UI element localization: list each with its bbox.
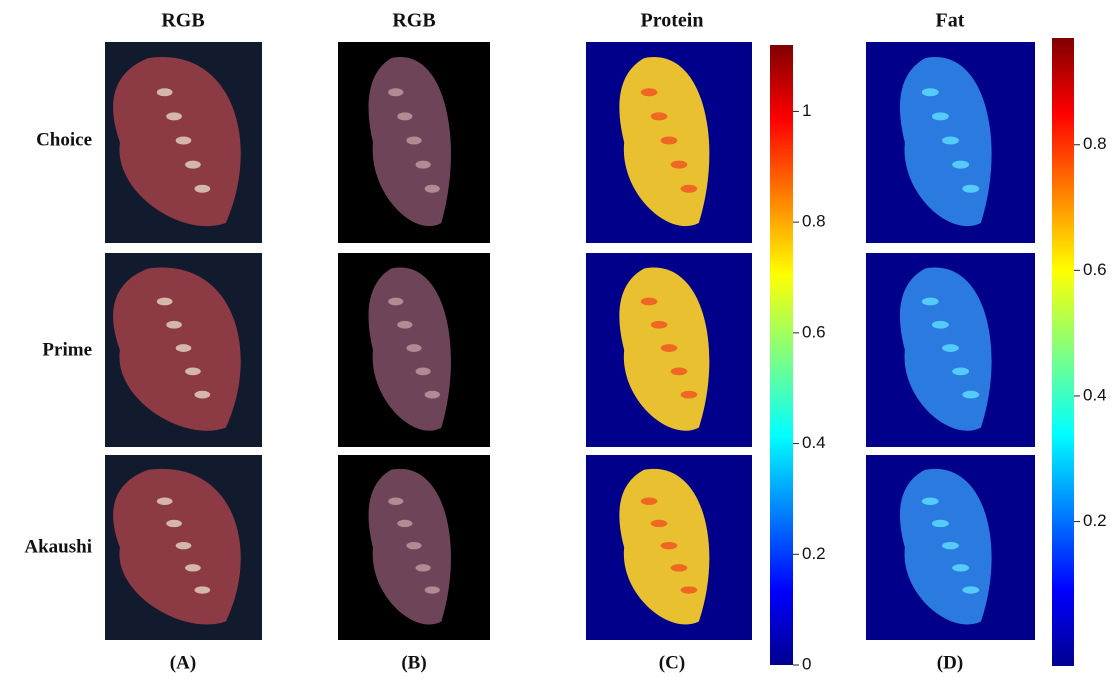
panel-label: (B) bbox=[401, 652, 426, 673]
texture bbox=[931, 519, 949, 528]
colorbar-tick-label: 0.6 bbox=[1083, 260, 1107, 279]
texture bbox=[942, 541, 959, 550]
texture bbox=[424, 390, 440, 399]
colorbar-tick-label: 0.2 bbox=[802, 544, 826, 563]
texture bbox=[194, 184, 211, 193]
texture bbox=[415, 367, 431, 376]
texture bbox=[660, 136, 678, 145]
texture bbox=[166, 112, 182, 121]
row-label: Choice bbox=[36, 129, 92, 150]
colorbar-tick-label: 0.4 bbox=[802, 433, 826, 452]
texture bbox=[166, 320, 182, 329]
texture bbox=[650, 112, 668, 121]
colorbar-tick-label: 0.8 bbox=[1083, 134, 1107, 153]
column-title: Protein bbox=[641, 10, 704, 32]
texture bbox=[942, 136, 959, 145]
texture bbox=[650, 320, 668, 329]
texture bbox=[415, 160, 431, 169]
texture bbox=[194, 390, 211, 399]
texture bbox=[962, 586, 980, 594]
texture bbox=[670, 160, 688, 169]
colorbar-tick-label: 0.8 bbox=[802, 212, 826, 231]
texture bbox=[952, 160, 970, 169]
colorbar-tick-label: 0.2 bbox=[1083, 511, 1107, 530]
texture bbox=[388, 297, 404, 306]
texture bbox=[640, 297, 658, 306]
panel-label: (A) bbox=[170, 652, 196, 673]
texture bbox=[397, 320, 413, 329]
texture bbox=[388, 88, 404, 97]
texture bbox=[942, 344, 959, 352]
colorbar-tick-label: 1 bbox=[802, 101, 811, 120]
texture bbox=[185, 160, 201, 169]
colorbar-tick-label: 0.4 bbox=[1083, 385, 1107, 404]
texture bbox=[175, 541, 192, 550]
texture bbox=[670, 367, 688, 376]
texture bbox=[921, 497, 939, 505]
column-title: RGB bbox=[161, 10, 204, 32]
texture bbox=[194, 586, 211, 594]
texture bbox=[921, 88, 939, 97]
texture bbox=[156, 88, 173, 97]
row-label: Prime bbox=[42, 339, 92, 360]
texture bbox=[406, 136, 422, 145]
row-label: Akaushi bbox=[24, 536, 92, 557]
texture bbox=[660, 344, 678, 352]
texture bbox=[397, 519, 413, 528]
column-title: RGB bbox=[392, 10, 435, 32]
texture bbox=[962, 184, 980, 193]
texture bbox=[388, 497, 404, 505]
texture bbox=[156, 497, 173, 505]
texture bbox=[660, 541, 678, 550]
texture bbox=[166, 519, 182, 528]
texture bbox=[670, 564, 688, 572]
texture bbox=[680, 586, 698, 594]
column-title: Fat bbox=[936, 10, 965, 32]
texture bbox=[640, 497, 658, 505]
colorbar bbox=[770, 45, 793, 665]
texture bbox=[175, 344, 192, 352]
colorbar-tick-label: 0.6 bbox=[802, 322, 826, 341]
texture bbox=[424, 184, 440, 193]
texture bbox=[424, 586, 440, 594]
texture bbox=[185, 564, 201, 572]
texture bbox=[650, 519, 668, 528]
texture bbox=[680, 184, 698, 193]
texture bbox=[175, 136, 192, 145]
texture bbox=[962, 390, 980, 399]
texture bbox=[952, 367, 970, 376]
texture bbox=[680, 390, 698, 399]
texture bbox=[952, 564, 970, 572]
texture bbox=[931, 320, 949, 329]
texture bbox=[640, 88, 658, 97]
texture bbox=[397, 112, 413, 121]
texture bbox=[406, 344, 422, 352]
colorbar-tick-label: 0 bbox=[802, 654, 811, 673]
panel-label: (C) bbox=[659, 652, 685, 673]
texture bbox=[921, 297, 939, 306]
colorbar bbox=[1052, 38, 1074, 666]
texture bbox=[406, 541, 422, 550]
panel-label: (D) bbox=[937, 652, 963, 673]
texture bbox=[931, 112, 949, 121]
texture bbox=[415, 564, 431, 572]
texture bbox=[185, 367, 201, 376]
texture bbox=[156, 297, 173, 306]
